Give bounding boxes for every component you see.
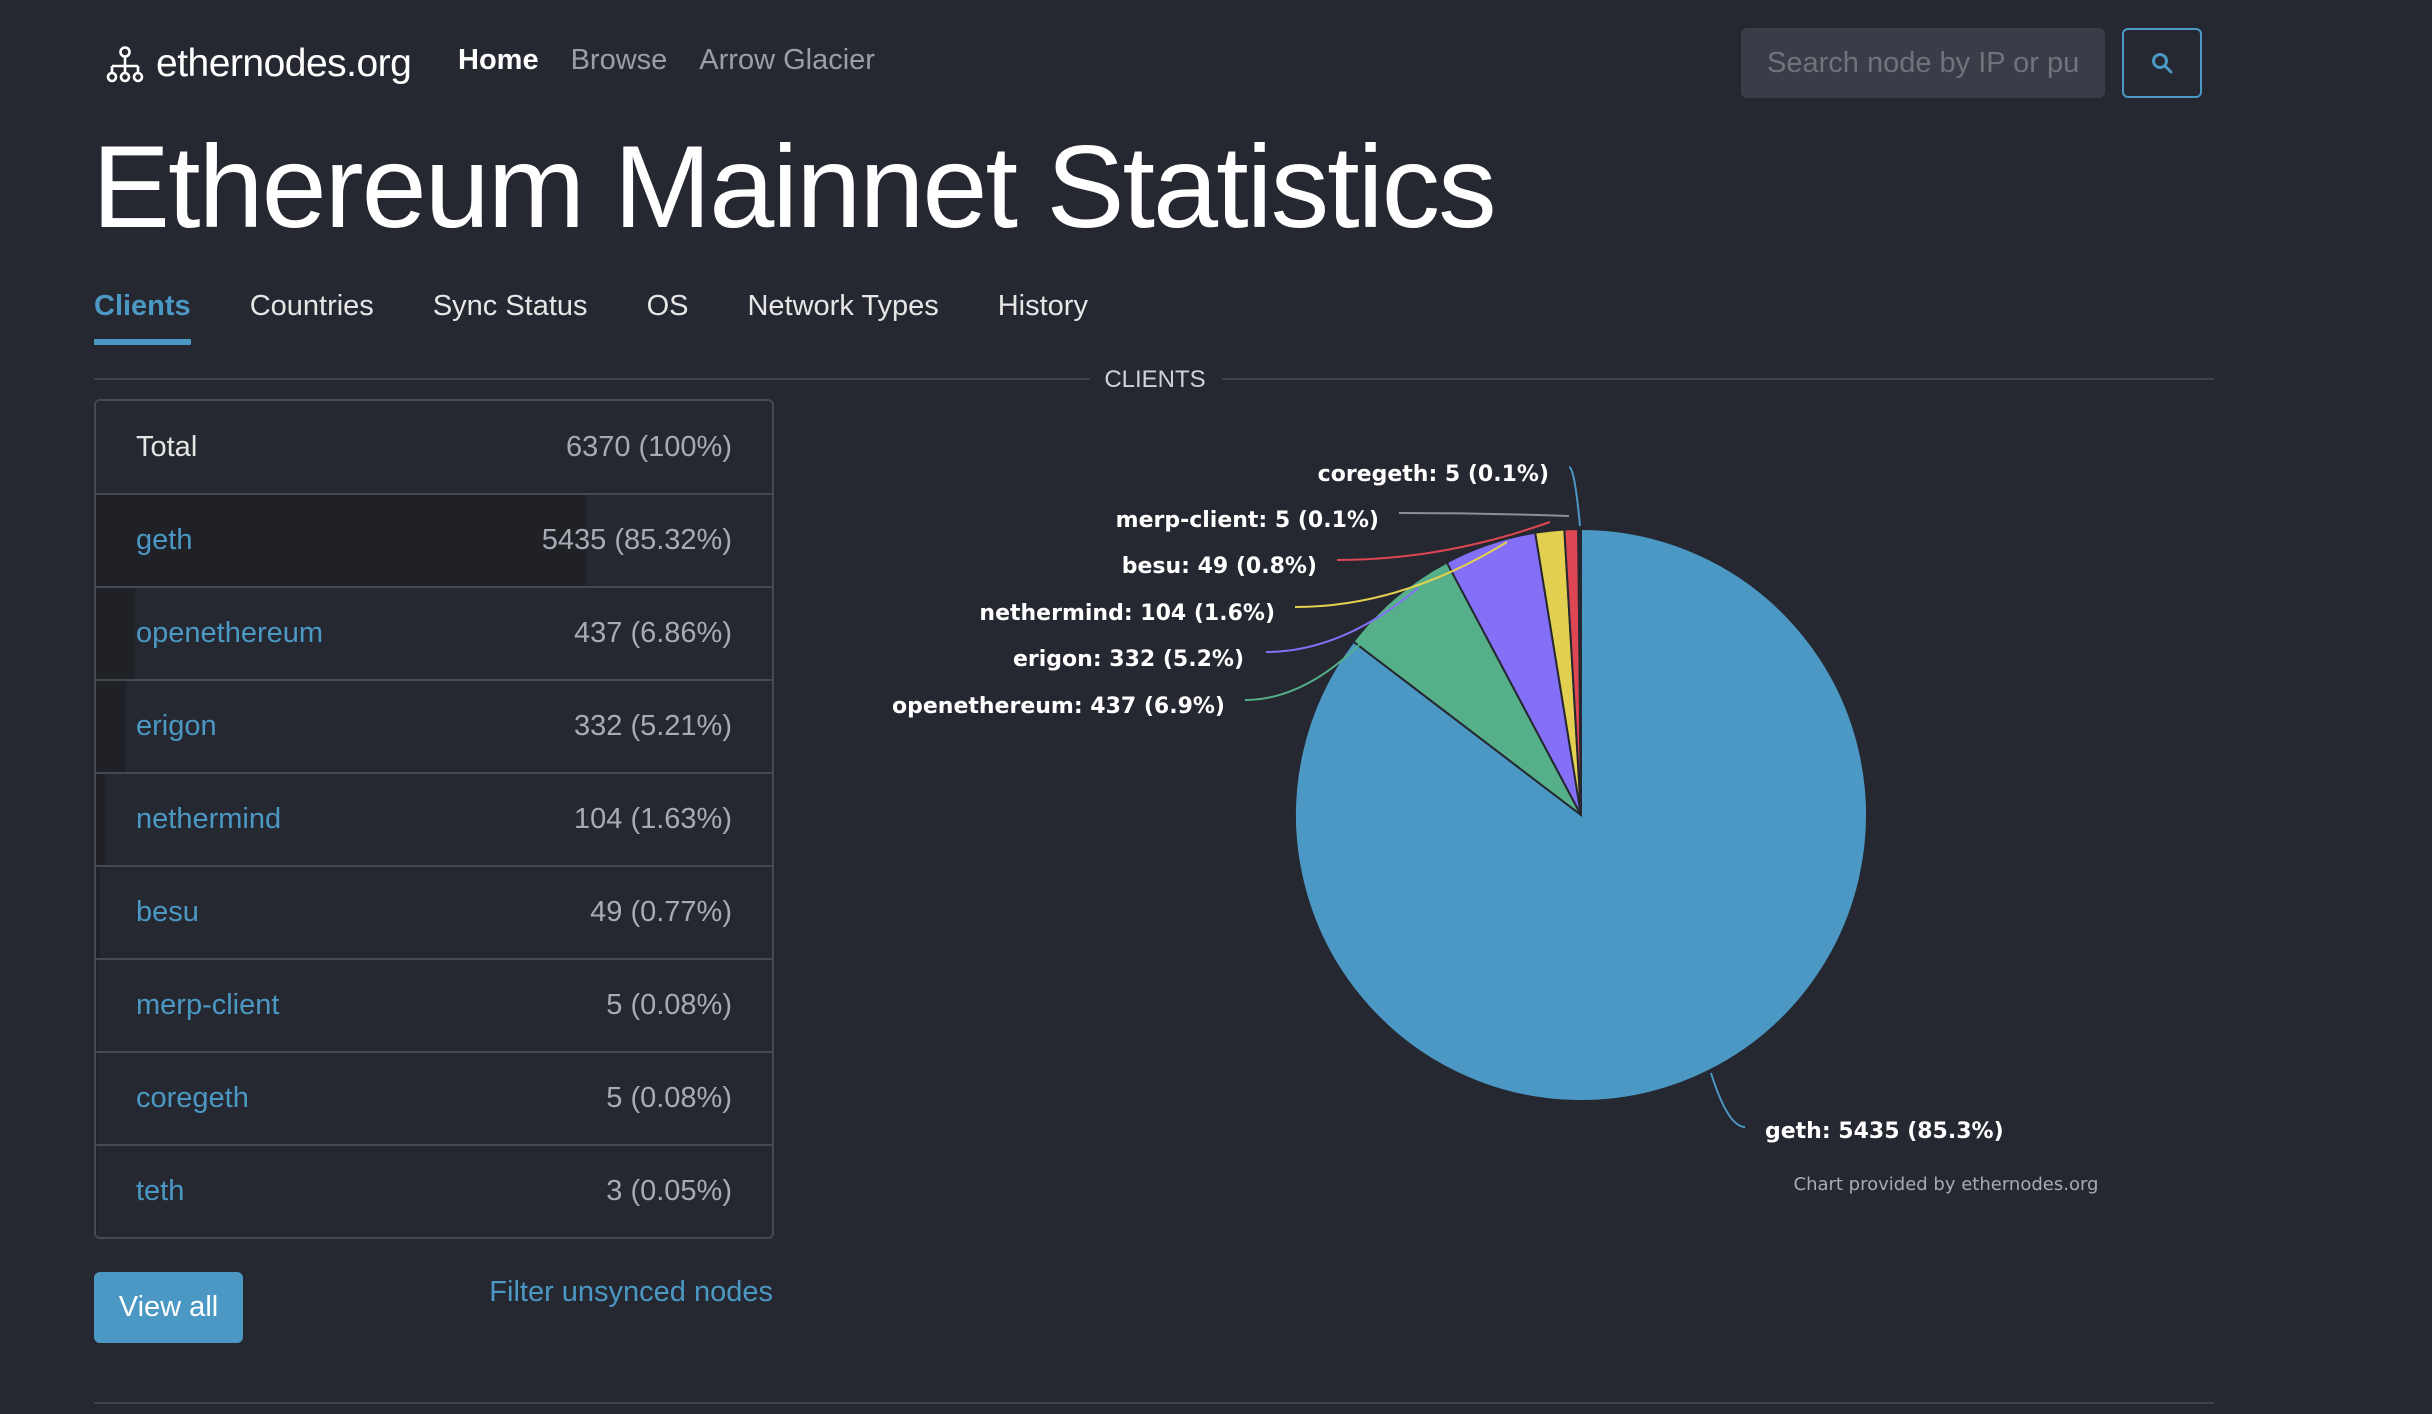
section-title: CLIENTS [1104, 366, 1206, 393]
connector-coregeth [1568, 466, 1581, 527]
connector-besu [1336, 521, 1551, 561]
data-label-openethereum: openethereum: 437 (6.9%) [892, 694, 1225, 719]
total-label: Total [136, 430, 198, 463]
table-row: openethereum 437 (6.86%) [96, 586, 772, 679]
client-link[interactable]: teth [136, 1175, 185, 1207]
table-row: merp-client 5 (0.08%) [96, 958, 772, 1051]
view-all-button[interactable]: View all [94, 1272, 243, 1343]
client-count: 332 (5.21%) [574, 710, 732, 742]
tab-network-types[interactable]: Network Types [747, 290, 939, 322]
client-count: 5435 (85.32%) [541, 524, 732, 556]
client-link[interactable]: erigon [136, 710, 217, 742]
connector-openethereum [1244, 633, 1371, 701]
client-count: 437 (6.86%) [574, 617, 732, 649]
connector-merp-client [1398, 512, 1570, 517]
data-label-merp-client: merp-client: 5 (0.1%) [1116, 508, 1379, 533]
client-count: 5 (0.08%) [606, 989, 732, 1021]
tab-clients[interactable]: Clients [94, 290, 191, 345]
client-link[interactable]: coregeth [136, 1082, 249, 1114]
pie-slice-coregeth[interactable] [1578, 527, 1582, 816]
table-row: teth 3 (0.05%) [96, 1144, 772, 1237]
share-bar [96, 774, 106, 865]
tab-history[interactable]: History [997, 290, 1088, 322]
share-bar [96, 588, 136, 679]
data-label-nethermind: nethermind: 104 (1.6%) [979, 601, 1275, 626]
nav-arrow-glacier[interactable]: Arrow Glacier [699, 44, 875, 76]
data-label-coregeth: coregeth: 5 (0.1%) [1318, 462, 1549, 487]
chart-credit: Chart provided by ethernodes.org [1794, 1174, 2099, 1195]
nav-browse[interactable]: Browse [570, 44, 668, 76]
section-divider-left [94, 378, 1090, 380]
client-count: 49 (0.77%) [590, 896, 732, 928]
client-link[interactable]: merp-client [136, 989, 280, 1021]
stats-tabs: Clients Countries Sync Status OS Network… [94, 290, 1088, 345]
client-link[interactable]: nethermind [136, 803, 282, 835]
search-input[interactable] [1741, 28, 2105, 98]
table-row: besu 49 (0.77%) [96, 865, 772, 958]
connector-geth [1710, 1072, 1746, 1128]
data-label-erigon: erigon: 332 (5.2%) [1013, 647, 1244, 672]
share-bar [96, 867, 101, 958]
nav-home[interactable]: Home [458, 44, 539, 76]
share-bar [96, 681, 126, 772]
clients-table: Total 6370 (100%) geth 5435 (85.32%) ope… [94, 399, 774, 1239]
share-bar [96, 495, 587, 586]
client-count: 3 (0.05%) [606, 1175, 732, 1207]
client-count: 5 (0.08%) [606, 1082, 732, 1114]
bottom-divider [94, 1402, 2214, 1404]
tab-os[interactable]: OS [646, 290, 689, 322]
table-row: nethermind 104 (1.63%) [96, 772, 772, 865]
table-row-total: Total 6370 (100%) [96, 401, 772, 493]
section-divider-right [1222, 378, 2214, 380]
brand-logo[interactable]: ethernodes.org [104, 38, 412, 90]
client-link[interactable]: besu [136, 896, 199, 928]
search-button[interactable] [2122, 28, 2202, 98]
table-row: coregeth 5 (0.08%) [96, 1051, 772, 1144]
brand-name: ethernodes.org [156, 42, 412, 85]
data-label-besu: besu: 49 (0.8%) [1122, 554, 1317, 579]
tab-sync-status[interactable]: Sync Status [432, 290, 588, 322]
filter-unsynced-link[interactable]: Filter unsynced nodes [489, 1276, 773, 1308]
network-icon [106, 46, 144, 83]
data-label-geth: geth: 5435 (85.3%) [1765, 1119, 2004, 1144]
client-count: 104 (1.63%) [574, 803, 732, 835]
main-nav: Home Browse Arrow Glacier [458, 44, 875, 77]
table-row: erigon 332 (5.21%) [96, 679, 772, 772]
total-value: 6370 (100%) [565, 430, 732, 463]
connector-erigon [1265, 587, 1419, 653]
connector-nethermind [1294, 541, 1508, 608]
page-title: Ethereum Mainnet Statistics [92, 121, 1497, 252]
pie-slice-openethereum[interactable] [1352, 561, 1582, 816]
table-row: geth 5435 (85.32%) [96, 493, 772, 586]
client-link[interactable]: openethereum [136, 617, 324, 649]
client-link[interactable]: geth [136, 524, 193, 556]
search-icon [2152, 53, 2173, 74]
tab-countries[interactable]: Countries [249, 290, 374, 322]
